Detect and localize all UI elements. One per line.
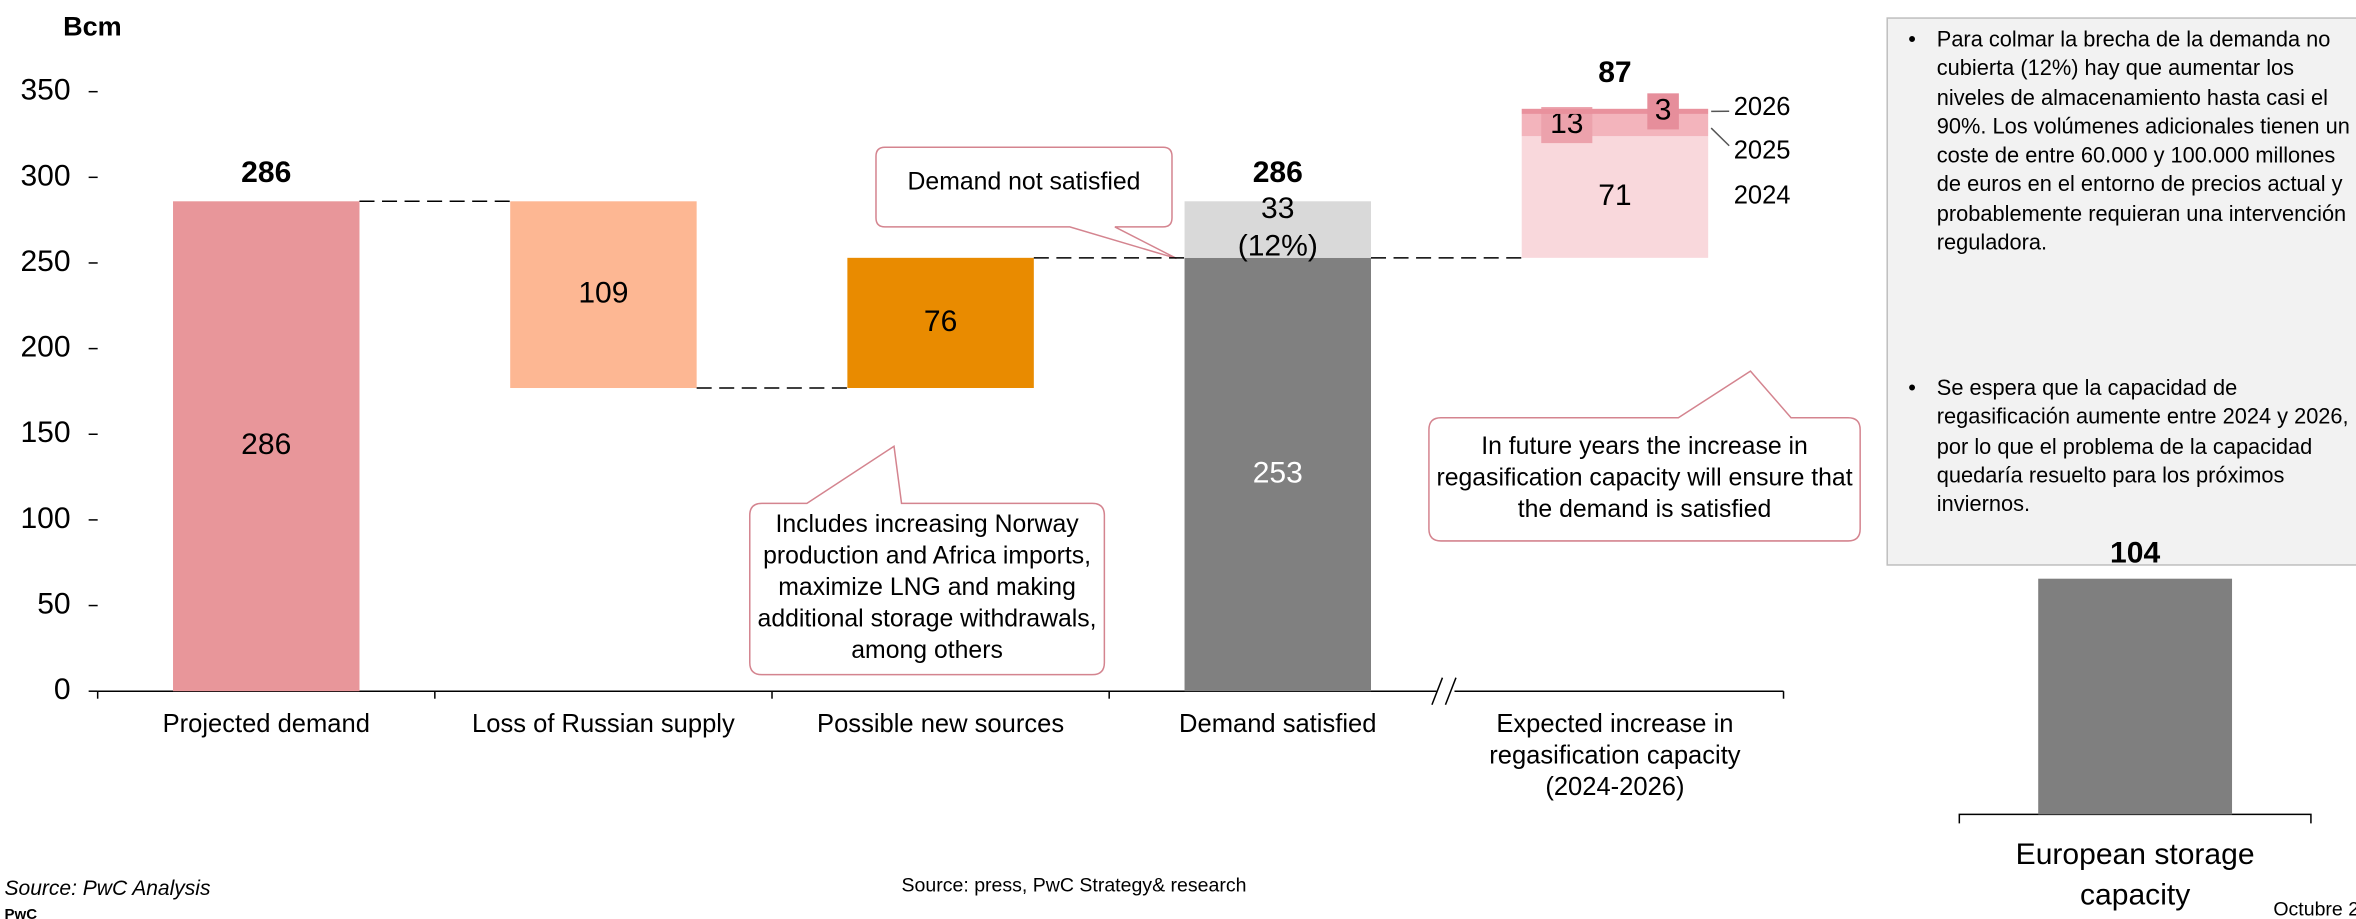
note: Para colmar la brecha de la demanda no c… <box>1902 27 2353 259</box>
x-tick-label: Possible new sources <box>817 709 1065 738</box>
x-tick-label: Demand satisfied <box>1179 709 1377 738</box>
x-tick-label-box: Demand satisfied <box>1179 709 1377 738</box>
total-label: 87 <box>1598 56 1631 89</box>
callout-box <box>1428 370 1861 542</box>
annotation-box: Includes increasing Norway production an… <box>757 510 1097 665</box>
callout-box <box>875 146 1177 260</box>
leader-line <box>1710 127 1730 147</box>
annotation-box: Demand not satisfied <box>907 168 1141 196</box>
annotation: Includes increasing Norway production an… <box>757 510 1097 665</box>
segment-name: 2026 <box>1734 93 1791 121</box>
source: Source: PwC Analysis <box>5 877 211 900</box>
y-tick-label: 100 <box>20 502 70 535</box>
y-tick-label: 150 <box>20 416 70 449</box>
segment-name: 2024 <box>1734 182 1791 210</box>
axis-break <box>1444 677 1457 705</box>
y-tick-label: 200 <box>20 331 70 364</box>
bar-segment <box>1521 136 1709 258</box>
bar <box>2038 578 2233 815</box>
annotation: Demand not satisfied <box>907 168 1141 196</box>
bar-segment <box>1184 201 1371 258</box>
total-label: 286 <box>1253 156 1303 189</box>
data-label: 3 <box>1655 93 1672 126</box>
bar-segment <box>847 257 1034 389</box>
data-label: 71 <box>1598 179 1631 212</box>
y-tick-label: 250 <box>20 245 70 278</box>
annotation: In future years the increase in regasifi… <box>1436 432 1853 523</box>
data-label-note: (12%) <box>1238 230 1318 263</box>
y-axis-title: Bcm <box>63 12 122 42</box>
bar-segment <box>510 201 697 389</box>
axis-break <box>1431 677 1444 705</box>
x-axis <box>1958 813 2312 824</box>
total-label: 286 <box>241 156 291 189</box>
data-label: 33 <box>1261 192 1294 225</box>
y-tick-label: 300 <box>20 159 70 192</box>
callout-box <box>749 444 1106 676</box>
note-box: Para colmar la brecha de la demanda no c… <box>1902 27 2353 328</box>
annotation-box: In future years the increase in regasifi… <box>1436 432 1853 523</box>
x-tick-label-box: European storage capacity <box>2015 838 2255 913</box>
date: Octubre 2022 <box>2273 899 2356 919</box>
source: Source: press, PwC Strategy& research <box>902 875 1247 897</box>
bar-segment <box>173 201 360 692</box>
x-tick-label: Projected demand <box>162 709 370 738</box>
y-tick-label: 350 <box>20 74 70 107</box>
bar-segment <box>1521 108 1709 114</box>
y-tick-label: 0 <box>54 673 71 706</box>
x-tick-label-box: Loss of Russian supply <box>472 709 735 738</box>
data-label: 286 <box>241 428 291 461</box>
x-tick-label: European storage capacity <box>2015 838 2255 913</box>
total-label: 104 <box>2110 537 2160 570</box>
x-tick-label: Loss of Russian supply <box>472 709 735 738</box>
segment-name: 2025 <box>1734 137 1791 165</box>
x-tick-label-box: Projected demand <box>162 709 370 738</box>
bar-segment <box>1184 257 1371 692</box>
note: Se espera que la capacidad de regasifica… <box>1902 376 2353 521</box>
note-box: Se espera que la capacidad de regasifica… <box>1902 376 2353 556</box>
label-box <box>1647 93 1679 130</box>
brand: PwC <box>5 906 38 919</box>
data-label: 109 <box>578 277 628 310</box>
x-tick-label-box: Possible new sources <box>817 709 1065 738</box>
x-tick-label-box: Expected increase in regasification capa… <box>1489 709 1741 801</box>
x-tick-label: Expected increase in regasification capa… <box>1489 709 1741 801</box>
data-label: 253 <box>1253 456 1303 489</box>
y-tick-label: 50 <box>37 587 70 620</box>
data-label: 76 <box>924 305 957 338</box>
